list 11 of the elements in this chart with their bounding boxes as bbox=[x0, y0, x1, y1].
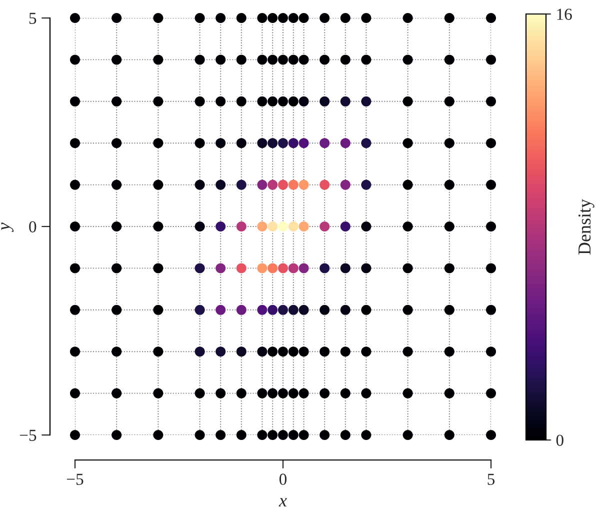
color-bar-title: Density bbox=[578, 198, 594, 255]
color-bar-label: 0 bbox=[556, 434, 564, 446]
x-tick-label: 5 bbox=[488, 474, 495, 485]
x-axis-title: x bbox=[278, 498, 287, 506]
x-tick-label: 0 bbox=[279, 474, 287, 485]
y-tick-label: 0 bbox=[29, 221, 36, 232]
y-tick-label: 5 bbox=[29, 12, 36, 24]
y-tick-label: −5 bbox=[20, 430, 36, 441]
color-bar-label: 16 bbox=[557, 8, 572, 20]
x-tick-label: −5 bbox=[66, 474, 84, 485]
y-axis-title: y bbox=[1, 222, 14, 232]
